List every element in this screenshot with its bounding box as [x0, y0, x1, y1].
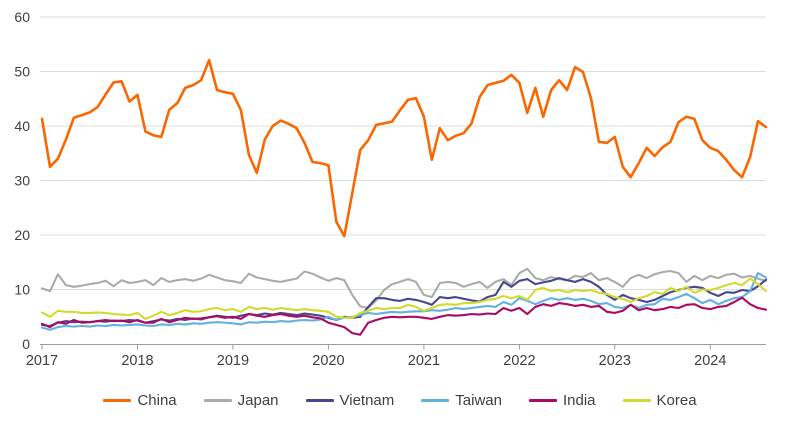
series-line-korea: [40, 277, 768, 320]
y-tick-label-40: 40: [14, 118, 30, 134]
legend-label-india: India: [562, 392, 596, 409]
legend-item-vietnam: Vietnam: [305, 392, 395, 409]
legend-label-china: China: [137, 392, 177, 409]
legend-item-china: China: [103, 392, 177, 409]
x-tick-label-2021: 2021: [408, 353, 440, 369]
legend-item-japan: Japan: [203, 392, 279, 409]
legend-label-taiwan: Taiwan: [455, 392, 502, 409]
y-tick-label-60: 60: [14, 9, 30, 25]
series-line-taiwan: [40, 272, 768, 331]
legend-swatch-china: [103, 399, 132, 402]
series-line-japan: [40, 267, 768, 310]
x-tick-label-2019: 2019: [217, 353, 249, 369]
y-tick-label-30: 30: [14, 173, 30, 189]
legend-swatch-japan: [203, 399, 232, 402]
y-tick-label-10: 10: [14, 282, 30, 298]
legend-item-korea: Korea: [622, 392, 697, 409]
legend-label-korea: Korea: [656, 392, 697, 409]
x-tick-label-2018: 2018: [121, 353, 153, 369]
legend-item-taiwan: Taiwan: [421, 393, 502, 408]
x-tick-label-2023: 2023: [599, 353, 631, 369]
legend-item-india: India: [528, 392, 596, 409]
series-line-india: [40, 296, 768, 336]
legend-swatch-vietnam: [305, 399, 334, 402]
y-tick-label-50: 50: [14, 64, 30, 80]
chart-plot-area: 0 10 20 30 40 50 60 2017 2018 2019 2020 2021 2022 202…: [14, 9, 768, 369]
legend-swatch-india: [528, 399, 557, 402]
x-tick-label-2020: 2020: [312, 353, 344, 369]
legend-label-japan: Japan: [237, 392, 279, 409]
legend-swatch-korea: [622, 399, 651, 402]
chart-legend: China Japan Vietnam Taiwan India Korea: [0, 378, 800, 423]
x-tick-label-2017: 2017: [26, 353, 58, 369]
y-tick-label-0: 0: [22, 336, 30, 352]
legend-swatch-taiwan: [421, 399, 450, 402]
x-tick-label-2024: 2024: [694, 353, 726, 369]
legend-label-vietnam: Vietnam: [339, 392, 395, 409]
y-tick-label-20: 20: [14, 227, 30, 243]
series-line-china: [40, 58, 768, 238]
x-tick-label-2022: 2022: [503, 353, 535, 369]
